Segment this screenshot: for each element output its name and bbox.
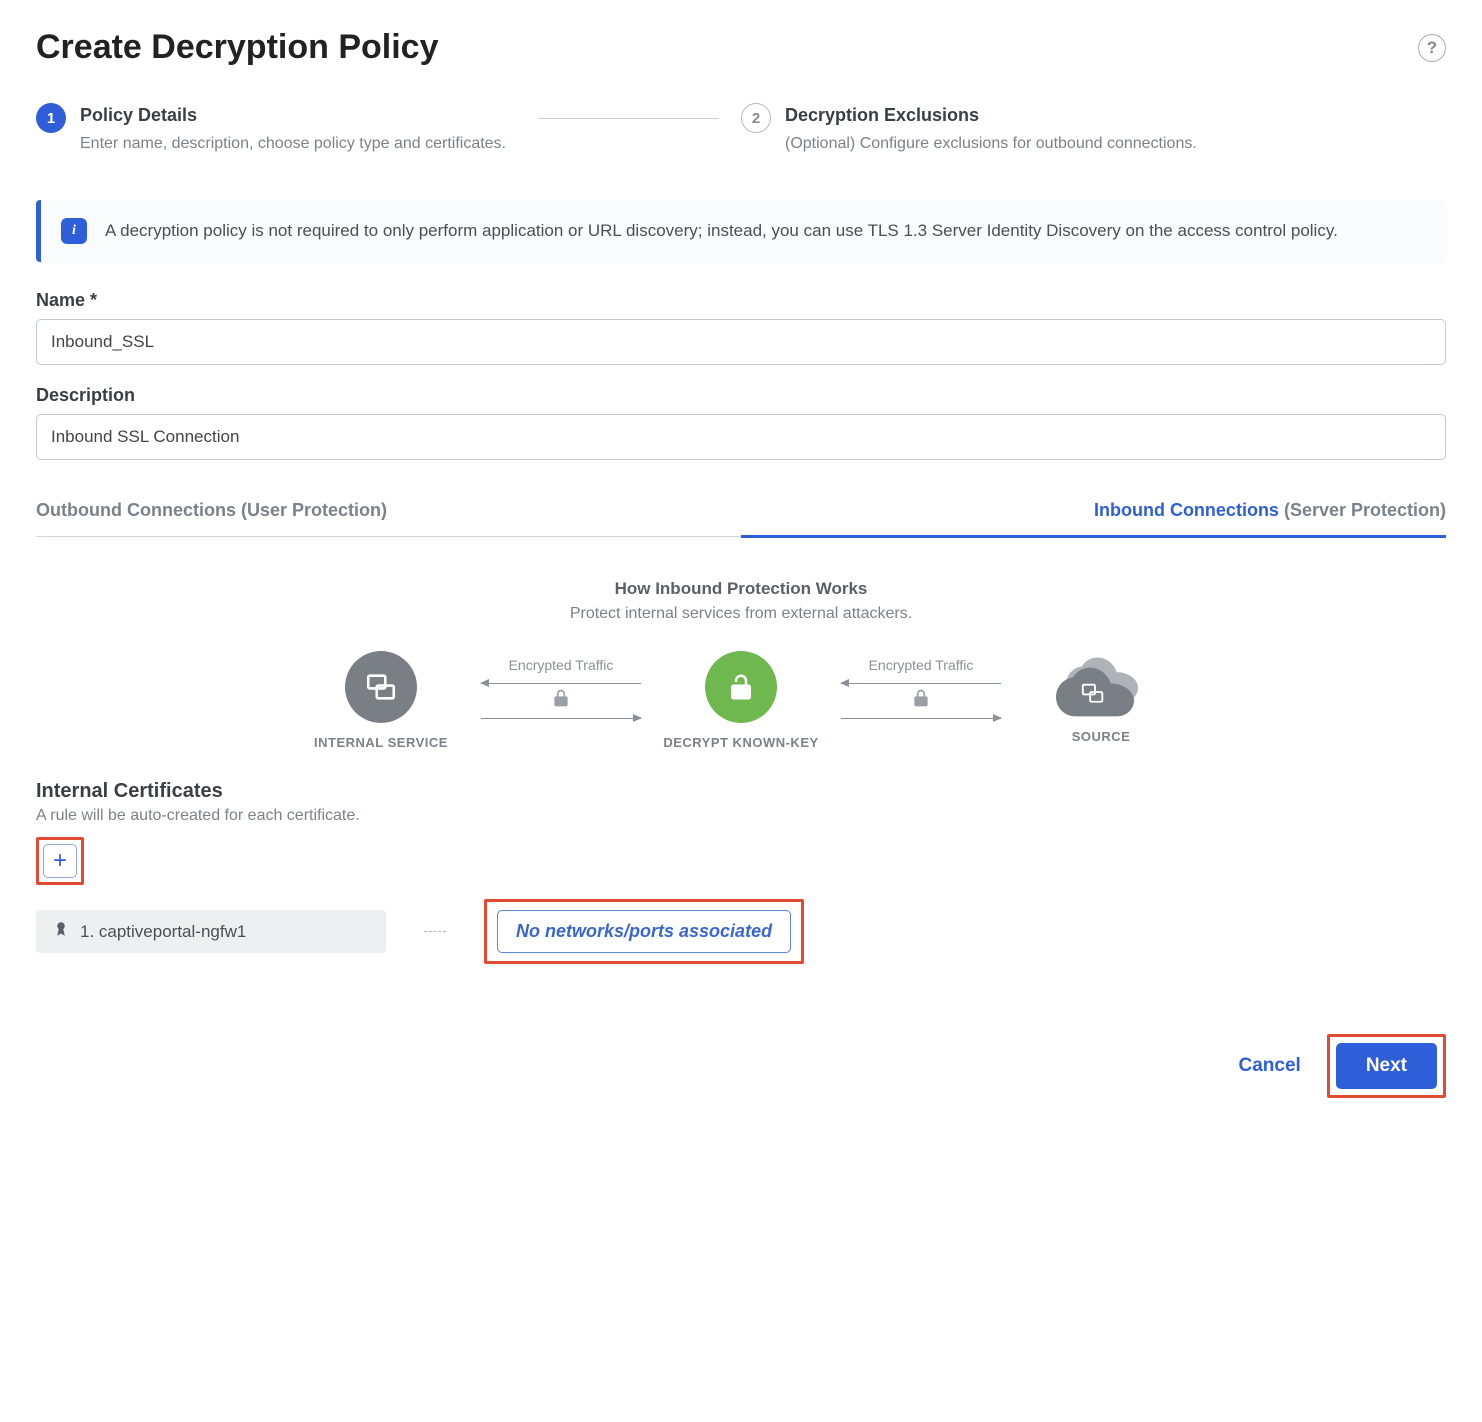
certs-helper: A rule will be auto-created for each cer…	[36, 807, 1446, 825]
node-source-label: SOURCE	[1072, 729, 1131, 744]
step-2-number: 2	[741, 103, 771, 133]
node-internal-label: INTERNAL SERVICE	[314, 735, 448, 750]
page-title: Create Decryption Policy	[36, 28, 438, 67]
cancel-button[interactable]: Cancel	[1239, 1055, 1301, 1077]
node-source: SOURCE	[1006, 657, 1196, 744]
node-decrypt-label: DECRYPT KNOWN-KEY	[663, 735, 818, 750]
cert-row: 1. captiveportal-ngfw1 No networks/ports…	[36, 899, 1446, 964]
certificate-icon	[52, 920, 70, 943]
add-certificate-button[interactable]: +	[43, 844, 77, 878]
next-highlight: Next	[1327, 1034, 1446, 1098]
internal-service-icon	[345, 651, 417, 723]
cert-item-label: 1. captiveportal-ngfw1	[80, 922, 246, 942]
certs-title: Internal Certificates	[36, 780, 1446, 803]
info-text: A decryption policy is not required to o…	[105, 218, 1338, 244]
cert-connector	[424, 931, 446, 932]
step-1-title: Policy Details	[80, 105, 506, 126]
arrow-right: Encrypted Traffic	[836, 657, 1006, 745]
name-input[interactable]	[36, 319, 1446, 365]
step-1-number: 1	[36, 103, 66, 133]
step-1-desc: Enter name, description, choose policy t…	[80, 132, 506, 156]
tab-inbound-sub: (Server Protection)	[1284, 500, 1446, 520]
node-decrypt: DECRYPT KNOWN-KEY	[646, 651, 836, 750]
cert-chip[interactable]: 1. captiveportal-ngfw1	[36, 910, 386, 953]
tab-inbound[interactable]: Inbound Connections (Server Protection)	[741, 486, 1446, 538]
step-2-title: Decryption Exclusions	[785, 105, 1197, 126]
tab-outbound-sub: (User Protection)	[241, 500, 387, 520]
name-label: Name *	[36, 290, 1446, 311]
info-icon: i	[61, 218, 87, 244]
next-button[interactable]: Next	[1336, 1043, 1437, 1089]
encrypted-label-1: Encrypted Traffic	[509, 657, 614, 673]
tab-outbound-main: Outbound Connections	[36, 500, 241, 520]
tab-inbound-main: Inbound Connections	[1094, 500, 1284, 520]
decrypt-icon	[705, 651, 777, 723]
node-internal-service: INTERNAL SERVICE	[286, 651, 476, 750]
add-cert-highlight: +	[36, 837, 84, 885]
source-cloud-icon	[1056, 657, 1146, 717]
lock-icon	[551, 688, 571, 714]
diagram-subtitle: Protect internal services from external …	[36, 605, 1446, 623]
internal-certificates-section: Internal Certificates A rule will be aut…	[36, 780, 1446, 964]
assoc-highlight: No networks/ports associated	[484, 899, 804, 964]
arrow-left: Encrypted Traffic	[476, 657, 646, 745]
diagram-title: How Inbound Protection Works	[36, 579, 1446, 599]
tab-outbound[interactable]: Outbound Connections (User Protection)	[36, 486, 741, 536]
lock-icon	[911, 688, 931, 714]
no-networks-ports-button[interactable]: No networks/ports associated	[497, 910, 791, 953]
footer: Cancel Next	[36, 1034, 1446, 1098]
encrypted-label-2: Encrypted Traffic	[869, 657, 974, 673]
diagram: How Inbound Protection Works Protect int…	[36, 579, 1446, 750]
info-banner: i A decryption policy is not required to…	[36, 200, 1446, 262]
step-2-desc: (Optional) Configure exclusions for outb…	[785, 132, 1197, 156]
description-label: Description	[36, 385, 1446, 406]
description-input[interactable]	[36, 414, 1446, 460]
stepper: 1 Policy Details Enter name, description…	[36, 103, 1446, 156]
connection-tabs: Outbound Connections (User Protection) I…	[36, 486, 1446, 537]
step-connector	[538, 118, 719, 119]
help-icon[interactable]: ?	[1418, 34, 1446, 62]
